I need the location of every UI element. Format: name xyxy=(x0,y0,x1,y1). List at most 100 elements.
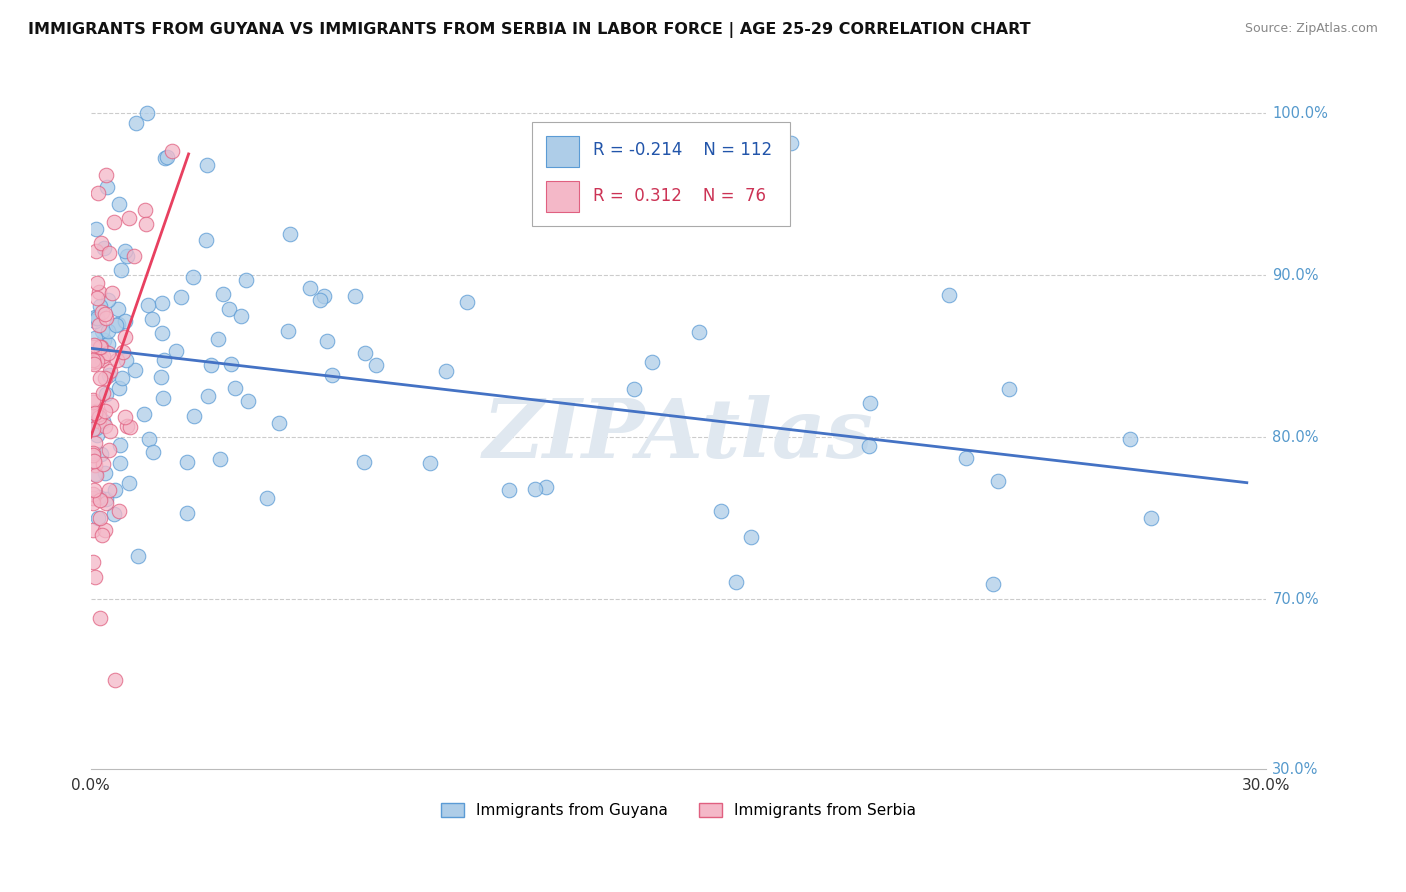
Point xyxy=(84,416,107,430)
Point xyxy=(86,428,108,442)
Point xyxy=(364,358,387,372)
Point xyxy=(229,309,252,323)
Point xyxy=(456,294,478,309)
Point xyxy=(97,346,120,360)
Point xyxy=(195,233,218,247)
Point xyxy=(96,495,118,509)
Point xyxy=(97,337,120,351)
Point xyxy=(97,324,120,338)
Point xyxy=(981,576,1004,591)
Point xyxy=(84,221,107,235)
Point xyxy=(94,466,117,480)
Point xyxy=(93,241,115,255)
Point xyxy=(83,454,105,468)
Point xyxy=(91,305,114,319)
Point xyxy=(90,353,112,368)
Point xyxy=(498,483,520,497)
Point xyxy=(523,482,546,496)
Point xyxy=(150,295,173,310)
Point xyxy=(94,371,117,385)
Point xyxy=(238,394,260,409)
Point xyxy=(82,555,104,569)
Point xyxy=(82,487,104,501)
Point xyxy=(110,262,132,277)
Point xyxy=(107,301,129,316)
Point xyxy=(170,290,193,304)
Point xyxy=(82,422,104,436)
Point xyxy=(82,353,104,368)
Point xyxy=(82,448,104,462)
Point xyxy=(89,409,111,424)
Point xyxy=(84,406,107,420)
Point xyxy=(183,409,205,423)
Point xyxy=(118,475,141,490)
Text: ZIPAtlas: ZIPAtlas xyxy=(484,395,875,475)
Point xyxy=(353,455,375,469)
Point xyxy=(219,357,242,371)
Point xyxy=(93,419,115,434)
Point xyxy=(82,446,104,460)
Point xyxy=(89,371,111,385)
Point xyxy=(103,215,125,229)
Point xyxy=(89,413,111,427)
Point xyxy=(136,106,159,120)
Point xyxy=(108,197,131,211)
Point xyxy=(124,248,146,262)
Text: R = -0.214    N = 112: R = -0.214 N = 112 xyxy=(593,141,772,160)
Point xyxy=(98,425,121,439)
Point xyxy=(534,480,557,494)
Point xyxy=(150,326,173,340)
Point xyxy=(162,145,184,159)
Point xyxy=(90,528,112,542)
Point xyxy=(111,344,134,359)
Point xyxy=(125,116,148,130)
Point xyxy=(115,353,138,368)
Point xyxy=(740,530,762,544)
Point xyxy=(780,136,803,150)
Point xyxy=(108,438,131,452)
Point xyxy=(94,524,117,538)
Point xyxy=(83,338,105,352)
Point xyxy=(105,318,128,332)
Point xyxy=(87,407,110,421)
Point xyxy=(87,186,110,200)
FancyBboxPatch shape xyxy=(546,136,578,167)
Point xyxy=(200,358,222,372)
Point xyxy=(114,244,136,258)
Point xyxy=(89,611,111,625)
Point xyxy=(89,318,111,332)
Point xyxy=(96,491,118,506)
Point xyxy=(153,151,176,165)
Point xyxy=(434,364,457,378)
Point xyxy=(86,354,108,368)
Point xyxy=(86,311,108,326)
Point xyxy=(108,381,131,395)
Point xyxy=(176,455,198,469)
Point xyxy=(299,281,322,295)
Text: 70.0%: 70.0% xyxy=(1272,591,1319,607)
Point xyxy=(142,445,165,459)
Point xyxy=(98,368,121,383)
Point xyxy=(118,211,141,225)
Point xyxy=(152,391,174,405)
Point xyxy=(309,293,332,307)
Point xyxy=(98,443,121,458)
Point xyxy=(235,273,257,287)
Point xyxy=(84,458,107,472)
Point xyxy=(212,287,235,301)
Point xyxy=(134,407,156,421)
Point xyxy=(98,483,121,497)
Point xyxy=(100,398,122,412)
Point xyxy=(89,510,111,524)
Point xyxy=(83,435,105,450)
Point xyxy=(82,392,104,407)
Point xyxy=(280,227,302,241)
Point xyxy=(82,395,104,409)
Point xyxy=(104,483,127,497)
Point xyxy=(141,312,163,326)
Point xyxy=(91,414,114,428)
Point xyxy=(86,291,108,305)
Point xyxy=(84,421,107,435)
Point xyxy=(136,298,159,312)
Point xyxy=(82,495,104,509)
